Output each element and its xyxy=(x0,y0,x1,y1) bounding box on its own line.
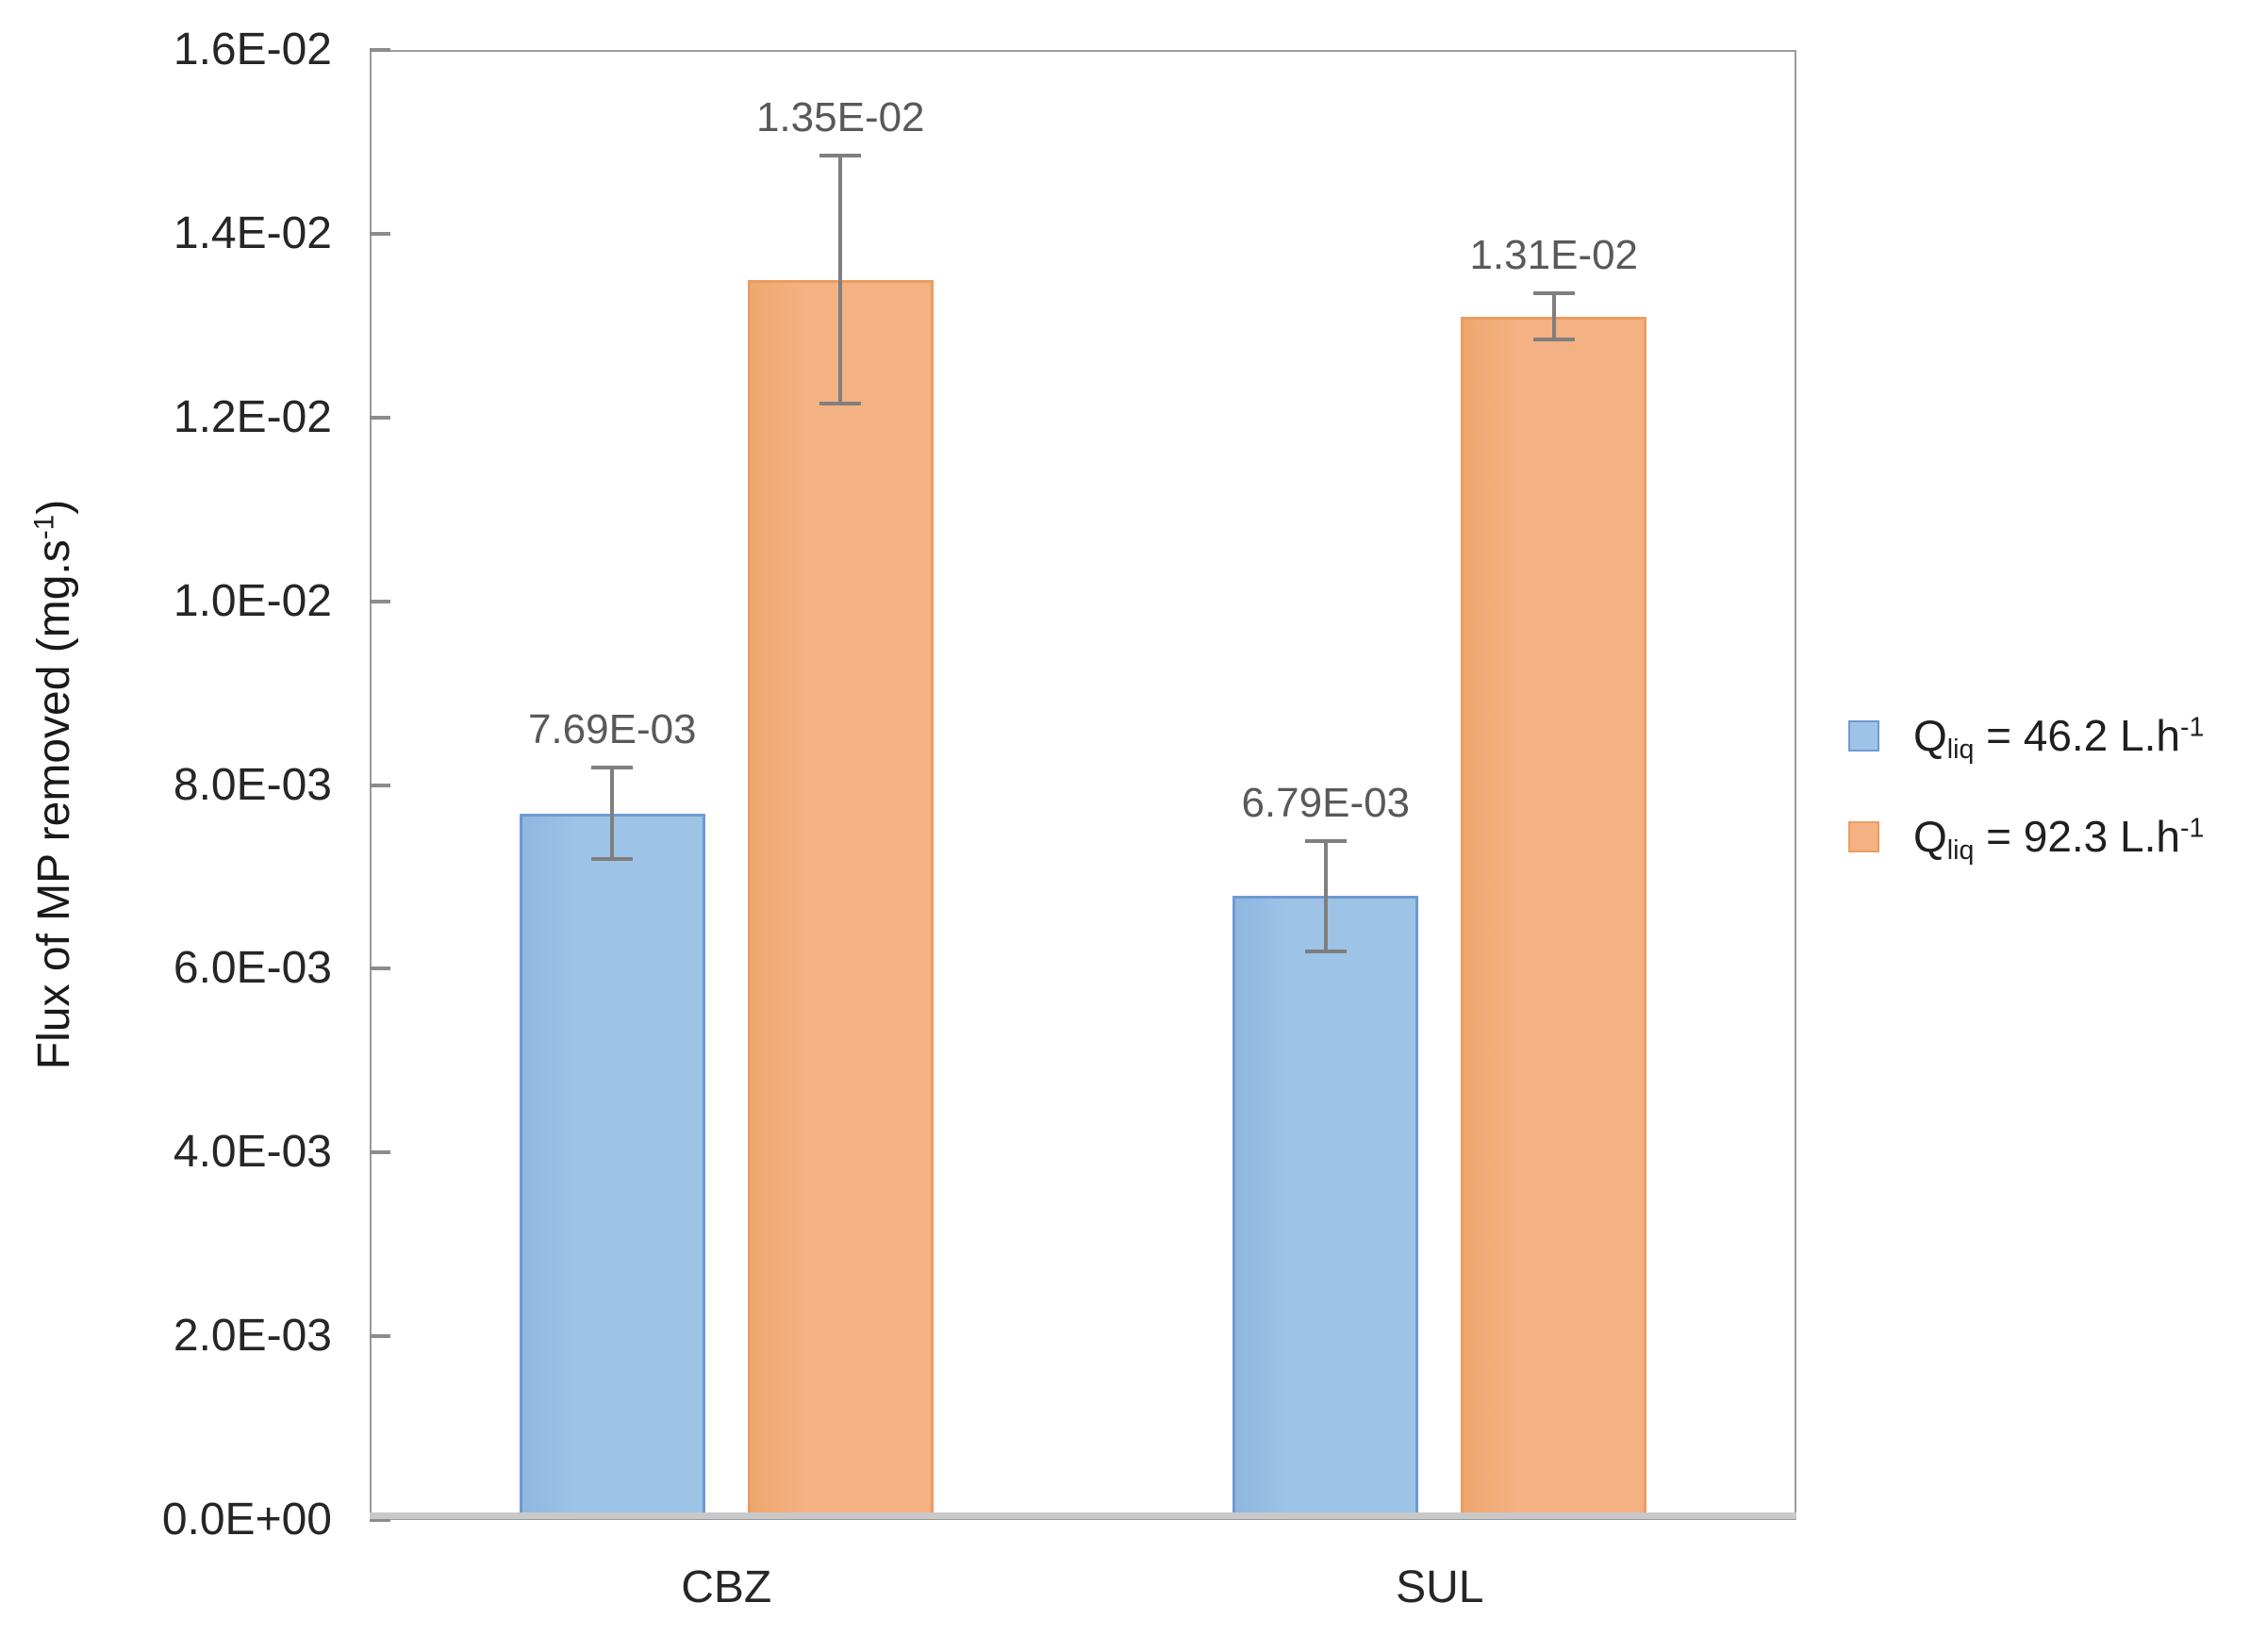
x-axis-category-label: SUL xyxy=(1396,1562,1484,1612)
data-label: 6.79E-03 xyxy=(1241,779,1411,826)
error-bar-cap-bottom xyxy=(591,857,634,862)
legend-item-series2: Qliq = 92.3 L.h-1 xyxy=(1848,810,2205,866)
y-axis-tick-label: 4.0E-03 xyxy=(173,1127,332,1178)
y-axis-tick-mark xyxy=(370,1150,390,1155)
y-axis-tick-label: 8.0E-03 xyxy=(173,759,332,810)
bar-sul-series2 xyxy=(1461,316,1647,1518)
y-axis-tick-mark xyxy=(370,966,390,971)
data-label: 7.69E-03 xyxy=(527,705,697,752)
y-axis-title-superscript: -1 xyxy=(28,514,60,540)
legend-label: Qliq = 92.3 L.h-1 xyxy=(1913,812,2205,866)
error-bar-cap-top xyxy=(819,154,862,158)
y-axis-tick-label: 1.2E-02 xyxy=(173,391,332,442)
y-axis-tick-mark xyxy=(370,1334,390,1339)
legend-label: Qliq = 46.2 L.h-1 xyxy=(1913,711,2205,765)
error-bar-line xyxy=(1323,840,1328,951)
data-label: 1.31E-02 xyxy=(1469,232,1639,279)
legend-item-series1: Qliq = 46.2 L.h-1 xyxy=(1848,709,2205,765)
legend-swatch-icon xyxy=(1848,820,1879,852)
bar-sul-series1 xyxy=(1233,896,1419,1518)
bar-cbz-series1 xyxy=(519,813,705,1518)
y-axis-tick-mark xyxy=(370,48,390,52)
y-axis-tick-label: 1.4E-02 xyxy=(173,207,332,258)
bar-cbz-series2 xyxy=(747,279,934,1518)
y-axis-tick-label: 6.0E-03 xyxy=(173,943,332,994)
error-bar-cap-top xyxy=(591,765,634,769)
error-bar-line xyxy=(1551,293,1556,339)
y-axis-title-close: ) xyxy=(29,499,79,515)
error-bar-cap-bottom xyxy=(1532,337,1575,341)
y-axis-tick-mark xyxy=(370,415,390,420)
y-axis-tick-label: 2.0E-03 xyxy=(173,1311,332,1362)
y-axis-tick-mark xyxy=(370,599,390,603)
x-axis-category-label: CBZ xyxy=(681,1562,772,1612)
error-bar-cap-top xyxy=(1304,838,1347,843)
y-axis-tick-mark xyxy=(370,231,390,236)
y-axis-tick-label: 1.6E-02 xyxy=(173,25,332,74)
y-axis-tick-label: 1.0E-02 xyxy=(173,575,332,626)
error-bar-line xyxy=(838,156,843,405)
error-bar-cap-top xyxy=(1532,291,1575,296)
x-axis-baseline xyxy=(370,1512,1796,1519)
legend-swatch-icon xyxy=(1848,719,1879,752)
error-bar-cap-bottom xyxy=(819,402,862,406)
y-axis-tick-mark xyxy=(370,1518,390,1522)
y-axis-tick-mark xyxy=(370,783,390,787)
error-bar-line xyxy=(610,767,615,860)
error-bar-cap-bottom xyxy=(1304,949,1347,953)
data-label: 1.35E-02 xyxy=(755,94,925,141)
y-axis-tick-label: 0.0E+00 xyxy=(161,1495,332,1545)
